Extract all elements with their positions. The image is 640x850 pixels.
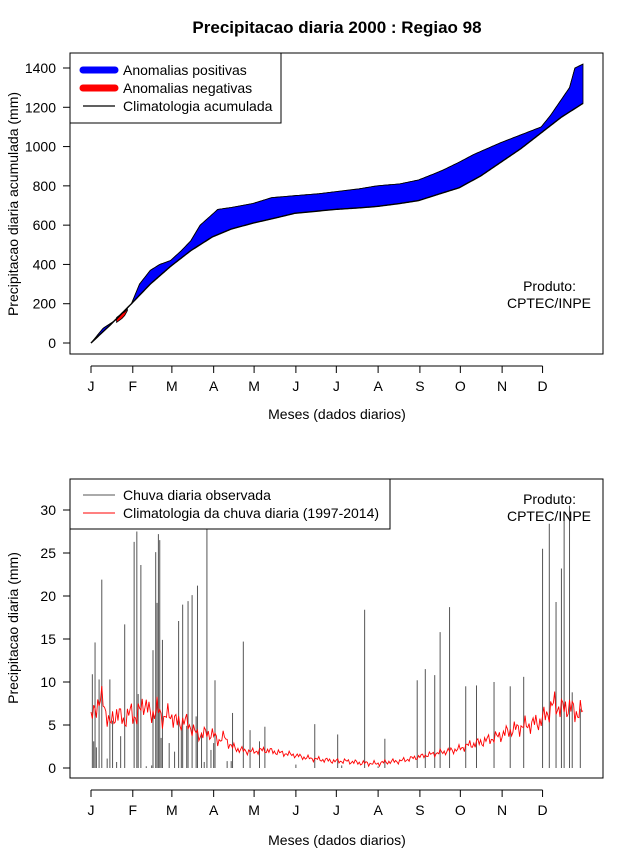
accumulated-panel: 0 200 400 600 800 1000 1200 1400 J F M A M J J A S O N D P… bbox=[5, 52, 604, 422]
x-tick-label: M bbox=[166, 802, 178, 818]
x-tick-label: M bbox=[248, 802, 260, 818]
x-tick-label: A bbox=[373, 802, 383, 818]
y-tick-label: 30 bbox=[40, 502, 56, 518]
y-tick-label: 10 bbox=[40, 674, 56, 690]
x-tick-label: A bbox=[373, 378, 383, 394]
y-tick-label: 0 bbox=[48, 335, 56, 351]
daily-bars-layer bbox=[91, 505, 581, 768]
daily-panel: 0 5 10 15 20 25 30 J F M A M J J A S O N D Precipitacao d… bbox=[5, 478, 604, 848]
x-tick-label: D bbox=[537, 378, 547, 394]
x-tick-label: S bbox=[415, 378, 424, 394]
daily-climatology-layer bbox=[90, 685, 584, 768]
daily-credit-line2: CPTEC/INPE bbox=[507, 508, 591, 524]
y-tick-label: 15 bbox=[40, 631, 56, 647]
x-tick-label: J bbox=[333, 378, 340, 394]
accumulated-y-axis: 0 200 400 600 800 1000 1200 1400 bbox=[25, 60, 71, 351]
negative-anomaly-area bbox=[116, 308, 128, 324]
x-tick-label: J bbox=[88, 802, 95, 818]
x-tick-label: F bbox=[129, 378, 138, 394]
anomaly-area-layer bbox=[90, 63, 584, 344]
y-tick-label: 5 bbox=[48, 717, 56, 733]
x-tick-label: N bbox=[497, 802, 507, 818]
accumulated-credit-line2: CPTEC/INPE bbox=[507, 295, 591, 311]
daily-x-axis-label: Meses (dados diarios) bbox=[268, 832, 406, 848]
accumulated-y-axis-label: Precipitacao diaria acumulada (mm) bbox=[5, 92, 21, 316]
x-tick-label: J bbox=[333, 802, 340, 818]
x-tick-label: J bbox=[88, 378, 95, 394]
x-tick-label: O bbox=[455, 378, 466, 394]
daily-legend: Chuva diaria observada Climatologia da c… bbox=[69, 478, 391, 530]
y-tick-label: 20 bbox=[40, 588, 56, 604]
climatology-daily-line bbox=[90, 685, 584, 768]
x-tick-label: J bbox=[292, 802, 299, 818]
x-tick-label: A bbox=[209, 802, 219, 818]
observed-accumulated-line bbox=[90, 63, 584, 344]
x-tick-label: J bbox=[292, 378, 299, 394]
x-tick-label: S bbox=[415, 802, 424, 818]
y-tick-label: 600 bbox=[33, 217, 57, 233]
y-tick-label: 1200 bbox=[25, 99, 56, 115]
daily-y-axis: 0 5 10 15 20 25 30 bbox=[40, 502, 71, 776]
legend-label-observed: Chuva diaria observada bbox=[123, 487, 271, 503]
x-tick-label: M bbox=[248, 378, 260, 394]
y-tick-label: 1400 bbox=[25, 60, 56, 76]
y-tick-label: 200 bbox=[33, 296, 57, 312]
y-tick-label: 400 bbox=[33, 256, 57, 272]
legend-label-positive: Anomalias positivas bbox=[123, 62, 247, 78]
accumulated-legend: Anomalias positivas Anomalias negativas … bbox=[69, 52, 282, 124]
x-tick-label: F bbox=[129, 802, 138, 818]
legend-label-climatology-daily: Climatologia da chuva diaria (1997-2014) bbox=[123, 505, 379, 521]
x-tick-label: O bbox=[455, 802, 466, 818]
x-tick-label: M bbox=[166, 378, 178, 394]
x-tick-label: N bbox=[497, 378, 507, 394]
y-tick-label: 800 bbox=[33, 178, 57, 194]
daily-y-axis-label: Precipitacao diaria (mm) bbox=[5, 552, 21, 704]
climatology-accumulated-line bbox=[90, 102, 584, 344]
y-tick-label: 25 bbox=[40, 545, 56, 561]
chart-title: Precipitacao diaria 2000 : Regiao 98 bbox=[192, 18, 481, 37]
legend-label-climatology: Climatologia acumulada bbox=[123, 98, 273, 114]
y-tick-label: 1000 bbox=[25, 139, 56, 155]
accumulated-x-axis-label: Meses (dados diarios) bbox=[268, 406, 406, 422]
legend-label-negative: Anomalias negativas bbox=[123, 80, 252, 96]
daily-legend-box bbox=[69, 478, 391, 530]
accumulated-credit-line1: Produto: bbox=[523, 278, 576, 294]
x-tick-label: A bbox=[209, 378, 219, 394]
daily-credit-line1: Produto: bbox=[523, 491, 576, 507]
x-tick-label: D bbox=[537, 802, 547, 818]
y-tick-label: 0 bbox=[48, 760, 56, 776]
